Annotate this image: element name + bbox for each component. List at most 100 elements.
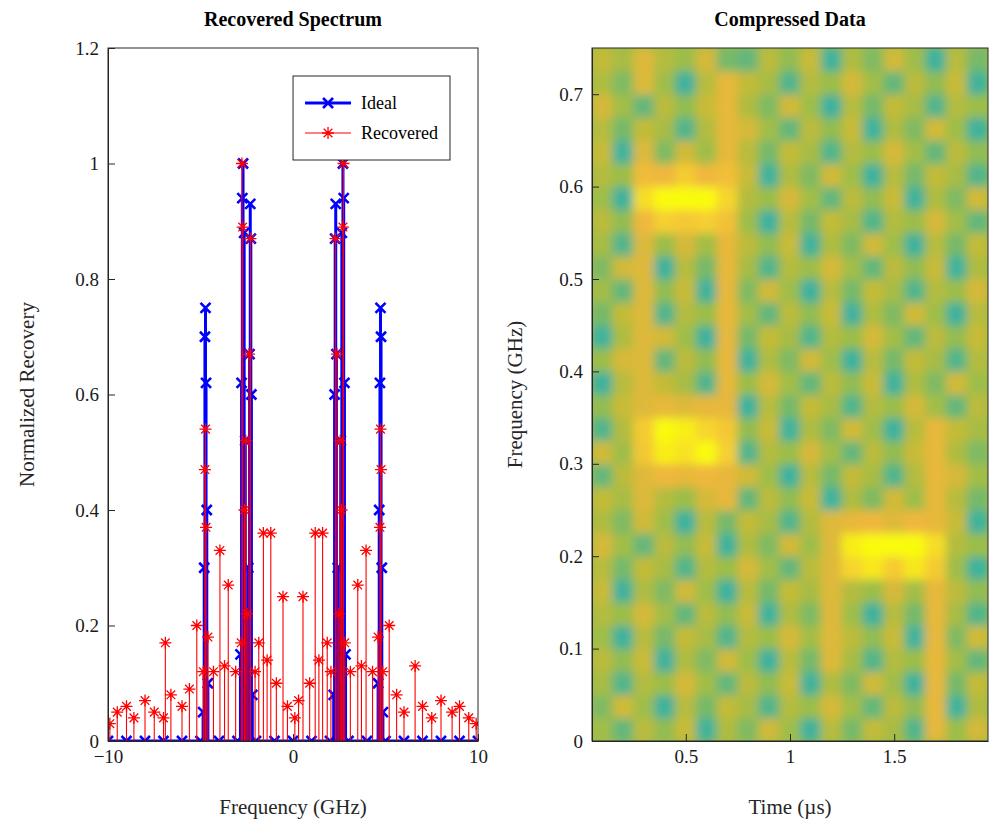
stem-marker: [202, 505, 212, 515]
stem: [339, 378, 349, 741]
stem-line: [309, 683, 310, 741]
heatmap-cell: [862, 48, 884, 72]
heatmap-cell: [946, 625, 968, 649]
heatmap-cell: [946, 94, 968, 118]
heatmap-cell: [758, 394, 780, 418]
heatmap-cell: [592, 140, 613, 164]
heatmap-cell: [612, 463, 634, 487]
stem-line: [170, 695, 171, 741]
stem-marker: [321, 637, 333, 649]
heatmap-cell: [821, 232, 843, 256]
heatmap-cell: [842, 417, 864, 441]
heatmap-cell: [904, 371, 926, 395]
heatmap-cell: [696, 717, 718, 741]
heatmap-cell: [946, 579, 968, 603]
heatmap-cell: [946, 209, 968, 233]
heatmap-cell: [821, 371, 843, 395]
heatmap-cell: [883, 163, 905, 187]
heatmap-cell: [675, 209, 697, 233]
stem-marker: [334, 435, 346, 447]
stem: [344, 666, 356, 741]
heatmap-cell: [842, 348, 864, 372]
heatmap-cell: [779, 533, 801, 557]
heatmap-cell: [696, 94, 718, 118]
heatmap-cell: [925, 371, 947, 395]
stem-line: [382, 672, 383, 741]
stem: [176, 700, 188, 741]
heatmap-cell: [696, 140, 718, 164]
tick: 0: [289, 734, 299, 767]
heatmap-cell: [737, 186, 759, 210]
heatmap-cell: [696, 486, 718, 510]
heatmap-cell: [800, 71, 822, 95]
tick-label: 0.8: [75, 269, 99, 290]
tick-mark: [108, 510, 115, 511]
heatmap-cell: [758, 463, 780, 487]
heatmap-cell: [946, 117, 968, 141]
stem-line: [267, 660, 268, 741]
heatmap-cell: [654, 94, 676, 118]
heatmap-cell: [758, 486, 780, 510]
stem-marker: [470, 718, 478, 730]
heatmap-cell: [717, 348, 739, 372]
heatmap-cell: [717, 255, 739, 279]
heatmap-cell: [737, 694, 759, 718]
heatmap-cell: [737, 371, 759, 395]
tick: 0.1: [559, 638, 599, 659]
heatmap-cell: [633, 48, 655, 72]
stem: [277, 591, 289, 741]
heatmap-cell: [696, 186, 718, 210]
heatmap-cell: [925, 348, 947, 372]
heatmap-cell: [758, 325, 780, 349]
heatmap-cell: [862, 209, 884, 233]
heatmap-cell: [883, 556, 905, 580]
heatmap-cell: [612, 694, 634, 718]
heatmap-cell: [675, 533, 697, 557]
heatmap-cell: [612, 140, 634, 164]
stem-marker: [277, 591, 289, 603]
figure: Recovered SpectrumFrequency (GHz)Normali…: [0, 0, 998, 832]
heatmap-cell: [758, 71, 780, 95]
stem-marker: [245, 199, 255, 209]
stem-line: [255, 672, 256, 741]
heatmap-cell: [904, 232, 926, 256]
stem: [159, 637, 171, 741]
stem-marker: [236, 158, 248, 170]
heatmap-cell: [842, 325, 864, 349]
tick: 0.8: [75, 269, 115, 290]
stem-marker: [426, 712, 438, 724]
stem-line: [343, 164, 344, 742]
tick: 0.6: [75, 384, 115, 405]
stem-marker: [337, 221, 349, 233]
tick-label: 0: [574, 731, 584, 752]
heatmap-cell: [758, 255, 780, 279]
heatmap-cell: [737, 625, 759, 649]
stem-marker: [362, 736, 372, 741]
heatmap-cell: [800, 232, 822, 256]
heatmap-cell: [633, 71, 655, 95]
heatmap-cell: [904, 556, 926, 580]
stem-line: [361, 666, 362, 741]
heatmap-cell: [633, 209, 655, 233]
heatmap-cell: [633, 440, 655, 464]
heatmap-cell: [967, 94, 988, 118]
stem: [200, 332, 210, 741]
heatmap-cell: [862, 556, 884, 580]
heatmap-cell: [967, 417, 988, 441]
heatmap-cell: [967, 140, 988, 164]
stem-line: [315, 533, 316, 741]
heatmap-cell: [821, 48, 843, 72]
heatmap-cell: [737, 302, 759, 326]
heatmap-cell: [779, 163, 801, 187]
heatmap-cell: [800, 163, 822, 187]
heatmap-cell: [675, 510, 697, 534]
panel-0: Recovered SpectrumFrequency (GHz)Normali…: [15, 8, 488, 819]
heatmap-cell: [592, 371, 613, 395]
heatmap-cell: [883, 371, 905, 395]
heatmap-cell: [904, 186, 926, 210]
stem-marker: [377, 563, 387, 573]
heatmap-cell: [904, 671, 926, 695]
heatmap-cell: [654, 717, 676, 741]
heatmap-cell: [737, 579, 759, 603]
heatmap-cell: [737, 394, 759, 418]
